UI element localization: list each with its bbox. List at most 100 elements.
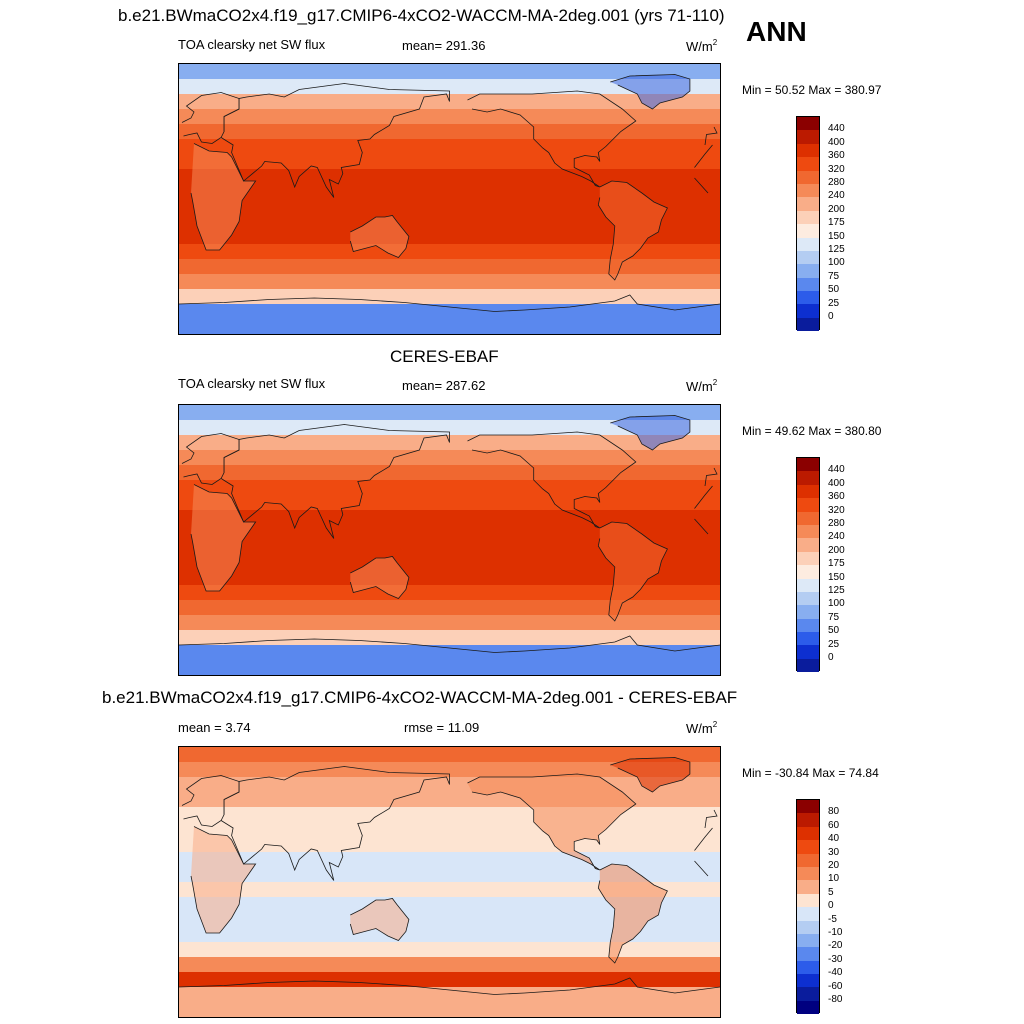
panel-1-colorbar-label: 440	[828, 123, 845, 135]
panel-1-zonal-band	[179, 184, 720, 200]
panel-1-colorbar-swatch	[797, 317, 819, 332]
panel-3-colorbar-swatch	[797, 840, 819, 854]
panel-1-zonal-band	[179, 199, 720, 215]
panel-3-mean-label: mean = 3.74	[178, 720, 251, 735]
panel-1-mean-label: mean= 291.36	[402, 38, 486, 53]
panel-2-colorbar-label: 280	[828, 518, 845, 529]
panel-1-colorbar-label: 360	[828, 150, 845, 162]
panel-1-coastline-northamerica	[467, 90, 637, 188]
panel-2-coastline-northamerica	[467, 431, 637, 529]
panel-2-colorbar-swatch	[797, 645, 819, 659]
panel-3-minmax: Min = -30.84 Max = 74.84	[742, 766, 879, 780]
panel-1-colorbar-swatch	[797, 117, 819, 131]
panel-2-colorbar-label: 320	[828, 504, 845, 516]
panel-1-minmax: Min = 50.52 Max = 380.97	[742, 83, 882, 97]
panel-3-zonal-band	[179, 987, 720, 1017]
panel-3-colorbar-label: 10	[828, 873, 840, 885]
panel-3-zonal-band	[179, 897, 720, 913]
panel-3-map	[178, 746, 721, 1018]
panel-2-colorbar-label: 75	[828, 611, 840, 623]
panel-2-colorbar-label: 400	[828, 477, 845, 489]
panel-1-coastline-antarctica	[179, 294, 720, 312]
panel-3-coastline-antarctica	[179, 977, 720, 995]
panel-1-zonal-band	[179, 244, 720, 260]
panel-2-minmax: Min = 49.62 Max = 380.80	[742, 424, 882, 438]
panel-3-coastline-southamerica	[597, 863, 668, 964]
panel-1-colorbar-swatch	[797, 130, 819, 144]
panel-3-colorbar-swatch	[797, 853, 819, 867]
panel-3-colorbar-swatch	[797, 933, 819, 948]
panel-3-zonal-band	[179, 822, 720, 838]
panel-1-zonal-band	[179, 289, 720, 305]
panel-3-colorbar-label: -80	[828, 994, 843, 1005]
panel-1-colorbar-swatch	[797, 250, 819, 265]
panel-2-colorbar-swatch	[797, 524, 819, 539]
panel-3-coastline-africa	[190, 826, 713, 934]
panel-2-coastline-southamerica	[597, 521, 668, 622]
panel-3-colorbar-swatch	[797, 1000, 819, 1015]
panel-2-colorbar-swatch	[797, 538, 819, 552]
panel-3-land-australia	[350, 898, 409, 941]
panel-2-colorbar-label: 200	[828, 544, 845, 556]
panel-1-units: W/m2	[686, 38, 718, 54]
panel-3-colorbar-label: -40	[828, 967, 843, 979]
panel-3-zonal-band	[179, 957, 720, 973]
panel-3-colorbar-swatch	[797, 960, 819, 975]
panel-3-rmse-label: rmse = 11.09	[404, 720, 480, 735]
panel-1-colorbar-label: 25	[828, 297, 840, 309]
panel-2-colorbar-swatch	[797, 591, 819, 606]
panel-1-colorbar-swatch	[797, 183, 819, 198]
panel-2-colorbar-label: 150	[828, 571, 845, 583]
panel-3-colorbar-swatch	[797, 880, 819, 894]
panel-3-zonal-band	[179, 807, 720, 823]
panel-2-colorbar-label: 125	[828, 585, 845, 596]
panel-2-colorbar-label: 440	[828, 464, 845, 476]
panel-2-colorbar-swatch	[797, 498, 819, 512]
panel-3-colorbar-label: -20	[828, 940, 843, 952]
panel-1-zonal-band	[179, 139, 720, 155]
panel-3-zonal-band	[179, 792, 720, 808]
panel-2-colorbar-swatch	[797, 658, 819, 673]
panel-2-zonal-band	[179, 405, 720, 421]
panel-3-colorbar-swatch	[797, 826, 819, 841]
panel-1-map-svg	[179, 64, 720, 334]
panel-2-zonal-band	[179, 570, 720, 586]
panel-3-colorbar-swatch	[797, 947, 819, 961]
panel-3-colorbar-label: -60	[828, 980, 843, 992]
panel-3-colorbar-swatch	[797, 907, 819, 921]
panel-3-zonal-band	[179, 912, 720, 928]
panel-1-colorbar-label: 240	[828, 190, 845, 202]
panel-1-title: b.e21.BWmaCO2x4.f19_g17.CMIP6-4xCO2-WACC…	[118, 6, 725, 25]
panel-3-land-southamerica	[598, 864, 668, 963]
panel-2-colorbar-label: 175	[828, 558, 845, 570]
panel-3-colorbar-swatch	[797, 813, 819, 827]
panel-3-colorbar-label: 30	[828, 846, 840, 858]
panel-2-colorbar-label: 50	[828, 625, 840, 637]
panel-3-colorbar-label: 0	[828, 900, 834, 912]
panel-3-colorbar-label: 60	[828, 819, 840, 831]
panel-2-colorbar-label: 100	[828, 598, 845, 610]
panel-2-coastline-australia	[349, 556, 410, 599]
panel-2-units: W/m2	[686, 378, 718, 394]
panel-1-coastline-africa	[190, 143, 713, 251]
panel-3-colorbar-label: 80	[828, 806, 840, 818]
panel-3-zonal-band	[179, 972, 720, 988]
panel-1-colorbar-box	[796, 116, 820, 332]
panel-2-zonal-band	[179, 465, 720, 481]
panel-1-colorbar-swatch	[797, 143, 819, 158]
panel-2-colorbar-swatch	[797, 632, 819, 646]
panel-1-zonal-band	[179, 214, 720, 230]
panel-2-zonal-band	[179, 585, 720, 601]
panel-2-zonal-band	[179, 540, 720, 556]
panel-2-land-australia	[350, 556, 409, 599]
panel-1-coastline-greenland	[610, 74, 691, 110]
panel-3-colorbar-swatch	[797, 920, 819, 934]
panel-2-zonal-band	[179, 435, 720, 451]
panel-1-land-australia	[350, 215, 409, 258]
panel-1-zonal-band	[179, 259, 720, 275]
panel-2-variable-label: TOA clearsky net SW flux	[178, 376, 326, 391]
panel-2-colorbar-label: 240	[828, 531, 845, 543]
panel-3-colorbar-swatch	[797, 866, 819, 881]
panel-1-colorbar-label: 75	[828, 270, 840, 282]
panel-2-colorbar-swatch	[797, 511, 819, 525]
